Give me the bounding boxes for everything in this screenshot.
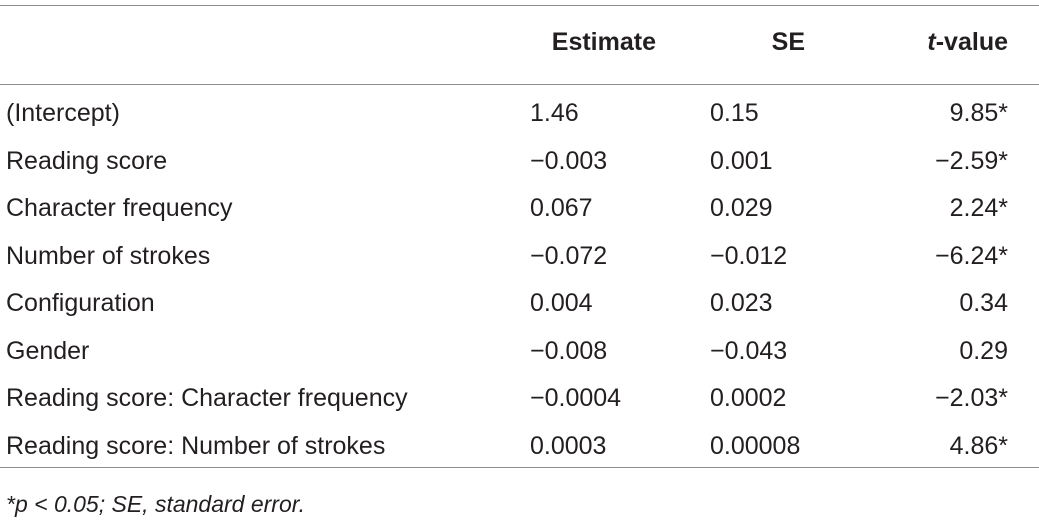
row-se: 0.15 (710, 99, 759, 127)
row-t-value: 0.34 (959, 289, 1008, 317)
table-row: (Intercept) 1.46 0.15 9.85* (0, 91, 1039, 139)
header-t-value: t-value (927, 20, 1008, 64)
row-se: 0.023 (710, 289, 773, 317)
row-t-value: 9.85* (949, 99, 1008, 127)
table-row: Reading score: Character frequency −0.00… (0, 376, 1039, 424)
row-t-value: −2.59* (935, 146, 1008, 175)
row-se: 0.001 (710, 146, 773, 175)
row-estimate: −0.0004 (530, 384, 622, 412)
table-header-row: Estimate SE t-value (0, 20, 1039, 64)
row-t-value: −2.03* (935, 384, 1008, 412)
table-row: Character frequency 0.067 0.029 2.24* (0, 186, 1039, 234)
header-se: SE (771, 28, 805, 56)
table-row: Configuration 0.004 0.023 0.34 (0, 281, 1039, 329)
row-estimate: −0.003 (530, 146, 608, 175)
row-label: Reading score (6, 146, 168, 175)
table-header-rule (0, 84, 1039, 85)
table-body: (Intercept) 1.46 0.15 9.85* Reading scor… (0, 91, 1039, 471)
row-se: 0.029 (710, 194, 773, 222)
row-t-value: −6.24* (935, 241, 1008, 270)
row-label: Number of strokes (6, 241, 211, 270)
row-estimate: −0.008 (530, 336, 608, 365)
row-label: Configuration (6, 289, 155, 317)
row-t-value: 2.24* (949, 194, 1008, 222)
header-estimate: Estimate (551, 28, 656, 56)
table-row: Reading score: Number of strokes 0.0003 … (0, 424, 1039, 472)
table-bottom-rule (0, 467, 1039, 468)
row-estimate: 0.067 (530, 194, 593, 222)
row-estimate: 1.46 (530, 99, 579, 127)
row-label: Reading score: Number of strokes (6, 431, 386, 460)
row-label: Gender (6, 336, 90, 365)
row-estimate: 0.004 (530, 289, 593, 317)
table-row: Gender −0.008 −0.043 0.29 (0, 329, 1039, 377)
row-t-value: 4.86* (949, 431, 1008, 460)
table-footnote: *p < 0.05; SE, standard error. (6, 491, 305, 517)
row-label: (Intercept) (6, 99, 120, 127)
header-t-rest: -value (935, 28, 1008, 56)
row-label: Reading score: Character frequency (6, 384, 408, 412)
row-se: −0.043 (710, 336, 788, 365)
row-t-value: 0.29 (959, 336, 1008, 365)
table-top-rule (0, 5, 1039, 6)
table-row: Number of strokes −0.072 −0.012 −6.24* (0, 234, 1039, 282)
row-se: 0.00008 (710, 431, 801, 460)
row-se: −0.012 (710, 241, 788, 270)
table-row: Reading score −0.003 0.001 −2.59* (0, 139, 1039, 187)
row-estimate: −0.072 (530, 241, 608, 270)
row-label: Character frequency (6, 194, 233, 222)
header-t-italic: t (927, 28, 936, 56)
row-estimate: 0.0003 (530, 431, 607, 460)
row-se: 0.0002 (710, 384, 787, 412)
